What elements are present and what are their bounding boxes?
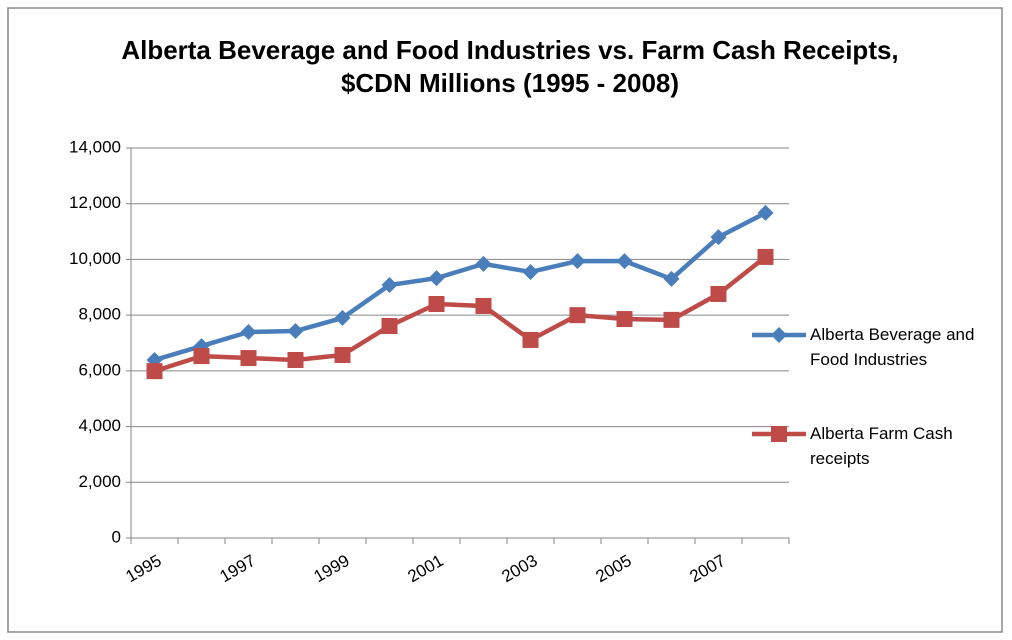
data-point xyxy=(522,263,539,280)
data-point xyxy=(334,346,351,363)
data-point xyxy=(475,255,492,272)
legend-marker xyxy=(771,426,787,442)
y-tick-label: 2,000 xyxy=(78,472,121,491)
y-tick-label: 8,000 xyxy=(78,305,121,324)
data-point xyxy=(663,311,680,328)
data-point xyxy=(710,229,727,246)
data-point xyxy=(616,253,633,270)
data-point xyxy=(287,323,304,340)
y-tick-label: 10,000 xyxy=(69,249,121,268)
y-tick-label: 4,000 xyxy=(78,416,121,435)
data-point xyxy=(193,348,210,365)
y-tick-label: 0 xyxy=(112,527,121,546)
data-point xyxy=(240,350,257,367)
y-tick-label: 12,000 xyxy=(69,193,121,212)
y-tick-label: 6,000 xyxy=(78,360,121,379)
data-point xyxy=(522,331,539,348)
data-point xyxy=(428,296,445,312)
data-point xyxy=(475,297,492,314)
data-point xyxy=(381,277,398,294)
data-point xyxy=(146,363,163,380)
data-point xyxy=(616,311,633,328)
data-point xyxy=(663,270,680,287)
y-tick-label: 14,000 xyxy=(69,137,121,156)
data-point xyxy=(381,318,398,335)
data-point xyxy=(287,351,304,368)
data-point xyxy=(710,285,727,302)
legend-label: Alberta Beverage and Food Industries xyxy=(810,325,975,369)
data-point xyxy=(757,204,774,221)
data-point xyxy=(428,270,445,287)
data-point xyxy=(569,253,586,270)
legend-label: Alberta Farm Cash receipts xyxy=(810,424,953,468)
data-point xyxy=(240,323,257,340)
data-point xyxy=(757,248,774,265)
data-point xyxy=(569,307,586,324)
data-point xyxy=(334,309,351,326)
legend-marker xyxy=(771,327,787,343)
chart-title: Alberta Beverage and Food Industries vs.… xyxy=(121,35,899,98)
